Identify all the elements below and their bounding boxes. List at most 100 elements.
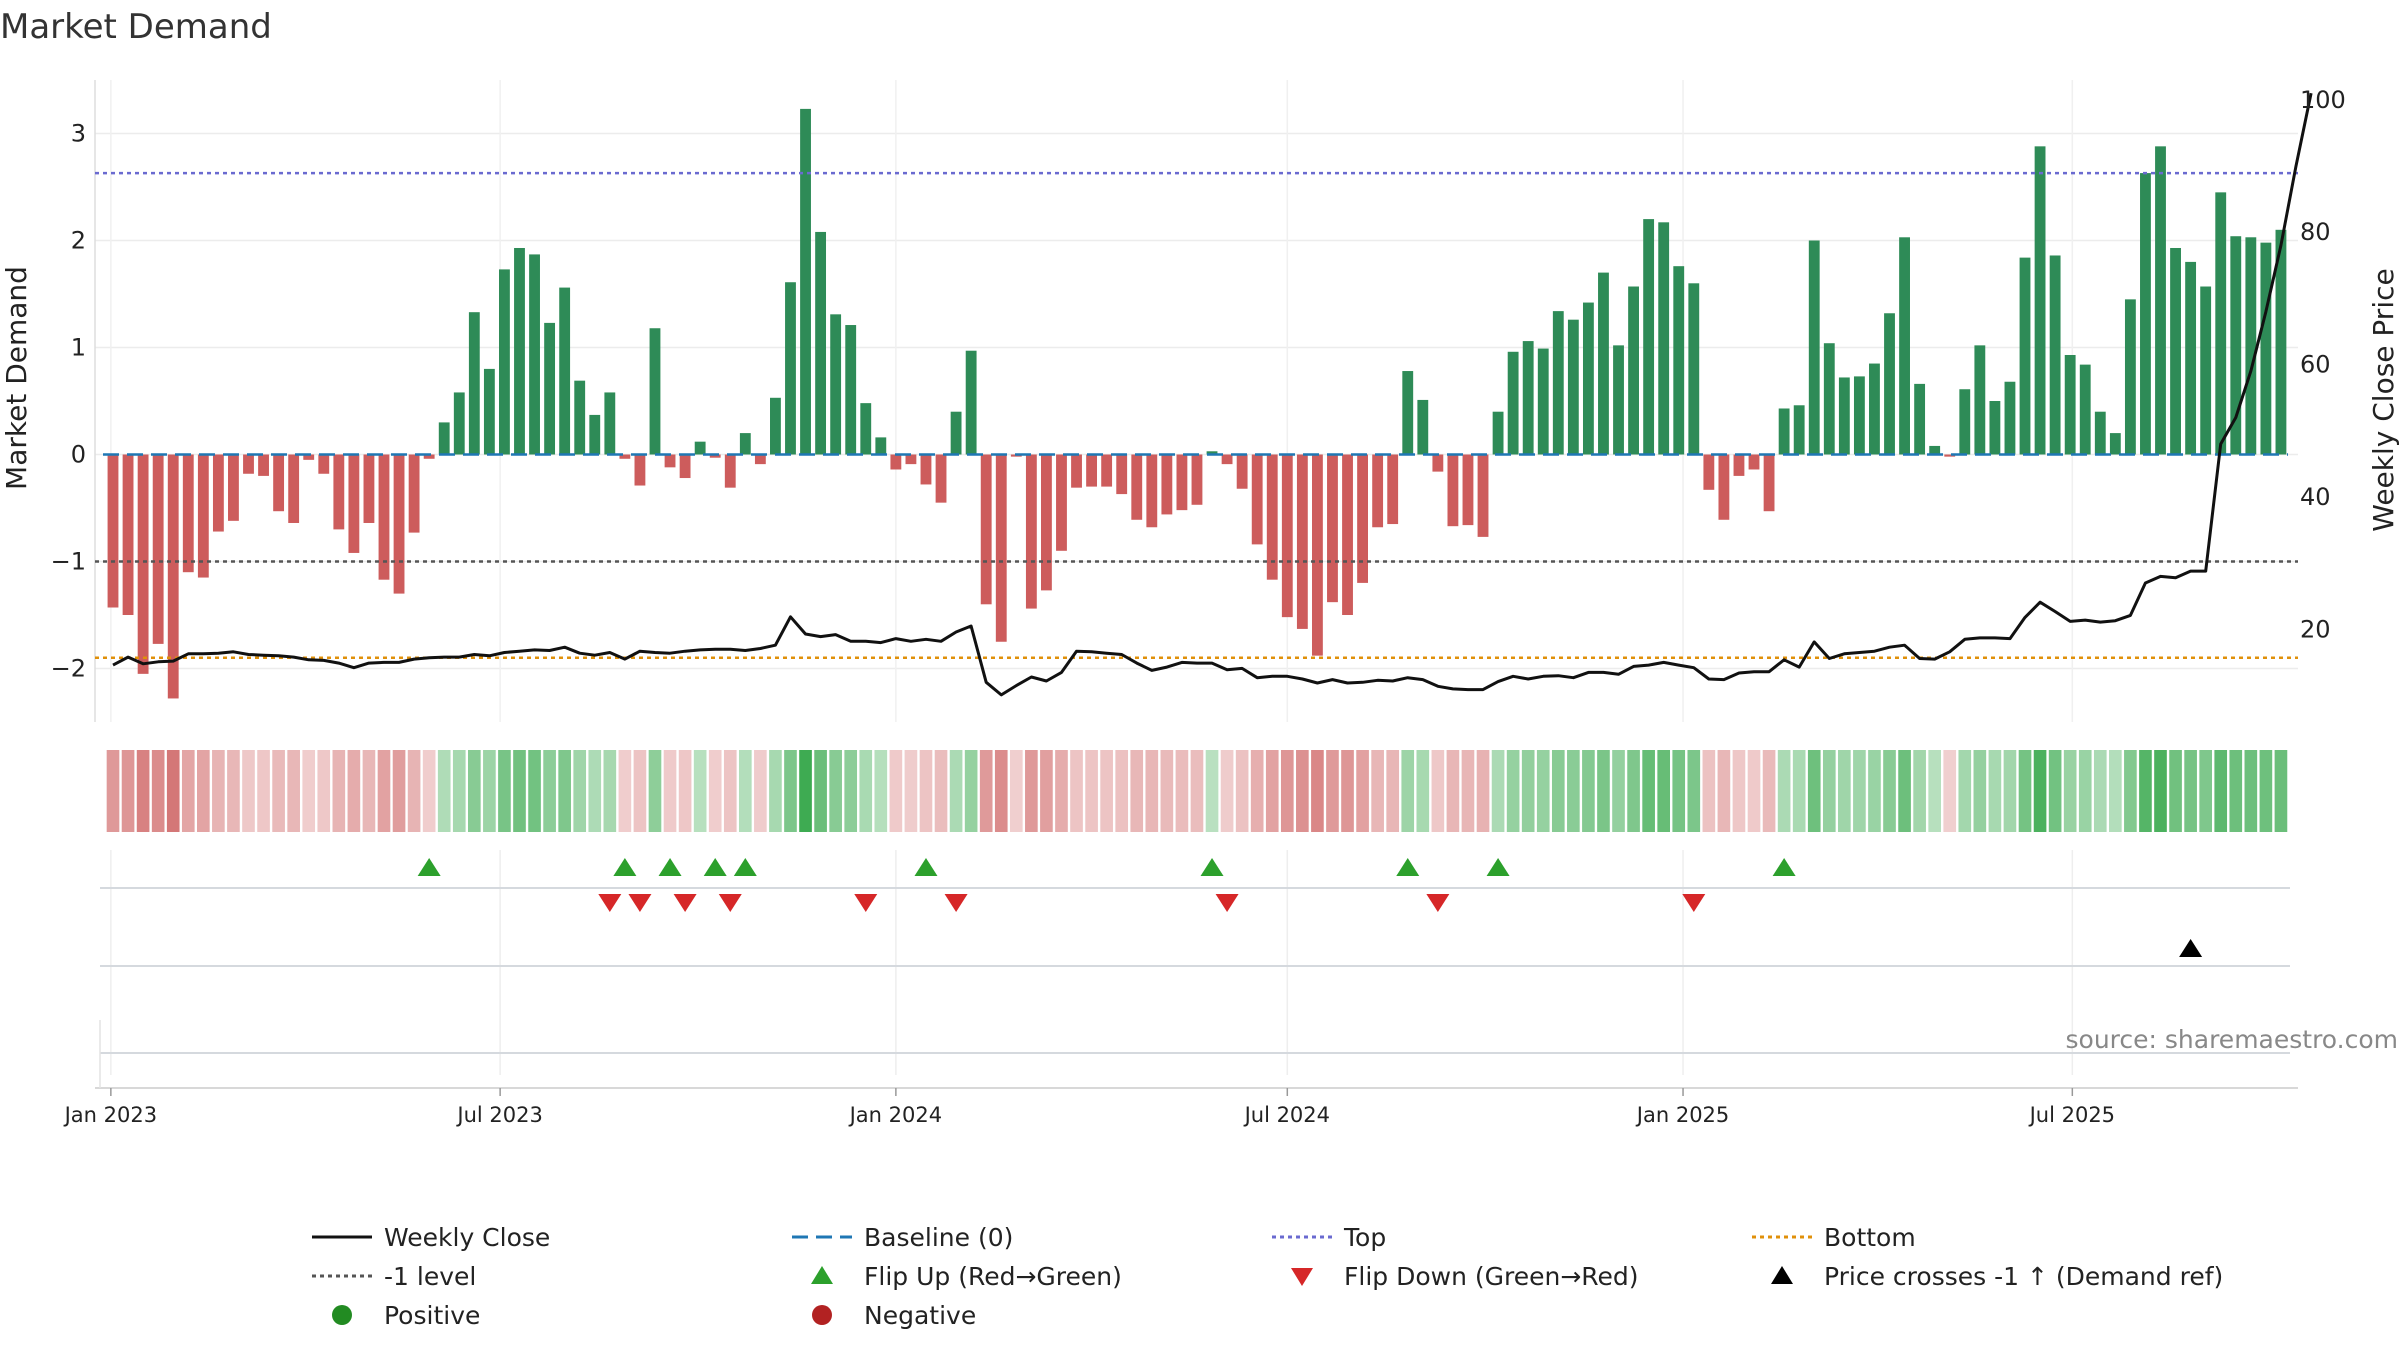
demand-bar bbox=[1703, 454, 1715, 490]
demand-bar bbox=[1462, 454, 1474, 526]
demand-bar bbox=[664, 454, 676, 468]
heat-cell bbox=[227, 750, 240, 832]
demand-bar bbox=[182, 454, 194, 573]
heat-cell bbox=[242, 750, 255, 832]
demand-bar bbox=[1327, 454, 1338, 603]
y2-tick-label: 20 bbox=[2300, 615, 2331, 643]
demand-heat-strip bbox=[106, 750, 2288, 832]
y-tick-label: −2 bbox=[51, 655, 86, 683]
demand-bar bbox=[2094, 411, 2106, 455]
heat-cell bbox=[332, 750, 346, 832]
heat-cell bbox=[919, 750, 933, 832]
demand-bar bbox=[1853, 376, 1865, 455]
heat-cell bbox=[814, 750, 827, 832]
heat-cell bbox=[1476, 750, 1490, 832]
legend-swatch-tri-up bbox=[811, 1266, 833, 1284]
heat-cell bbox=[1009, 750, 1023, 832]
heat-cell bbox=[1582, 750, 1595, 832]
legend-label: Negative bbox=[864, 1301, 976, 1330]
heat-cell bbox=[377, 750, 391, 832]
heat-cell bbox=[1386, 750, 1400, 832]
heat-cell bbox=[784, 750, 797, 832]
legend-label: Flip Up (Red→Green) bbox=[864, 1262, 1122, 1291]
heat-cell bbox=[829, 750, 842, 832]
heat-cell bbox=[1040, 750, 1053, 832]
demand-bar bbox=[2215, 192, 2227, 455]
heat-cell bbox=[1612, 750, 1625, 832]
demand-bar bbox=[1733, 454, 1745, 476]
demand-bar bbox=[770, 397, 781, 455]
demand-bar bbox=[2275, 229, 2287, 455]
price-cross-marker bbox=[2179, 939, 2203, 957]
heat-cell bbox=[1070, 750, 1083, 832]
heat-cell bbox=[1657, 750, 1671, 832]
flip-up-marker bbox=[914, 858, 938, 876]
legend-label: Weekly Close bbox=[384, 1223, 550, 1252]
demand-bar bbox=[2200, 286, 2212, 455]
heat-cell bbox=[287, 750, 300, 832]
heat-cell bbox=[1461, 750, 1475, 832]
demand-bar bbox=[499, 269, 510, 455]
heat-cell bbox=[181, 750, 195, 832]
heat-cell bbox=[2003, 750, 2017, 832]
legend-label: -1 level bbox=[384, 1262, 476, 1291]
demand-bar bbox=[393, 454, 405, 594]
heat-cell bbox=[1115, 750, 1129, 832]
heat-cell bbox=[2199, 750, 2212, 832]
demand-bar bbox=[1989, 401, 2001, 455]
heat-cell bbox=[1822, 750, 1836, 832]
heat-cell bbox=[678, 750, 692, 832]
heat-cell bbox=[2184, 750, 2197, 832]
heat-cell bbox=[392, 750, 406, 832]
demand-bar bbox=[1929, 445, 1941, 455]
demand-bar bbox=[212, 454, 224, 532]
demand-bar bbox=[318, 454, 330, 474]
chart-title: Market Demand bbox=[0, 7, 272, 47]
heat-cell bbox=[1913, 750, 1926, 832]
heat-cell bbox=[1280, 750, 1294, 832]
heat-cell bbox=[1160, 750, 1174, 832]
heat-cell bbox=[1341, 750, 1354, 832]
demand-bar bbox=[709, 454, 721, 458]
flip-down-marker bbox=[854, 894, 878, 912]
demand-bar bbox=[2140, 173, 2151, 455]
heat-cell bbox=[1838, 750, 1851, 832]
x-tick-label: Jan 2023 bbox=[63, 1103, 158, 1127]
heat-cell bbox=[603, 750, 617, 832]
flip-up-marker bbox=[703, 858, 727, 876]
heat-cell bbox=[1431, 750, 1445, 832]
y2-tick-label: 80 bbox=[2300, 218, 2331, 246]
demand-bar bbox=[2230, 236, 2242, 455]
demand-bar bbox=[122, 454, 134, 615]
legend-item: Price crosses -1 ↑ (Demand ref) bbox=[1771, 1262, 2223, 1291]
demand-bar bbox=[1974, 345, 1986, 455]
y-axis-ticks: −2 −1 0 1 2 3 bbox=[51, 120, 86, 683]
demand-bar bbox=[2245, 237, 2257, 455]
demand-bar bbox=[1101, 454, 1113, 487]
heat-cell bbox=[844, 750, 858, 832]
heat-cell bbox=[1732, 750, 1746, 832]
demand-bar bbox=[1387, 454, 1399, 525]
heat-cell bbox=[994, 750, 1008, 832]
demand-bar bbox=[1056, 454, 1067, 551]
heat-cell bbox=[1205, 750, 1219, 832]
demand-bar bbox=[2004, 381, 2016, 455]
demand-bar bbox=[2034, 146, 2046, 455]
heat-cell bbox=[1506, 750, 1520, 832]
demand-bar bbox=[800, 108, 811, 455]
heat-cell bbox=[1958, 750, 1972, 832]
flip-up-marker bbox=[1200, 858, 1224, 876]
flip-up-marker bbox=[613, 858, 637, 876]
demand-bar bbox=[1748, 454, 1760, 470]
heat-cell bbox=[558, 750, 571, 832]
demand-bar bbox=[694, 441, 706, 455]
demand-bar bbox=[1357, 454, 1368, 583]
heat-cell bbox=[1055, 750, 1068, 832]
demand-bar bbox=[453, 392, 465, 455]
heat-cell bbox=[1371, 750, 1384, 832]
demand-bar bbox=[107, 454, 119, 608]
y-tick-label: 1 bbox=[71, 334, 86, 362]
x-axis-ticks: Jan 2023 Jul 2023 Jan 2024 Jul 2024 Jan 2025… bbox=[63, 1088, 2115, 1127]
legend-label: Bottom bbox=[1824, 1223, 1916, 1252]
demand-bar bbox=[1251, 454, 1263, 545]
